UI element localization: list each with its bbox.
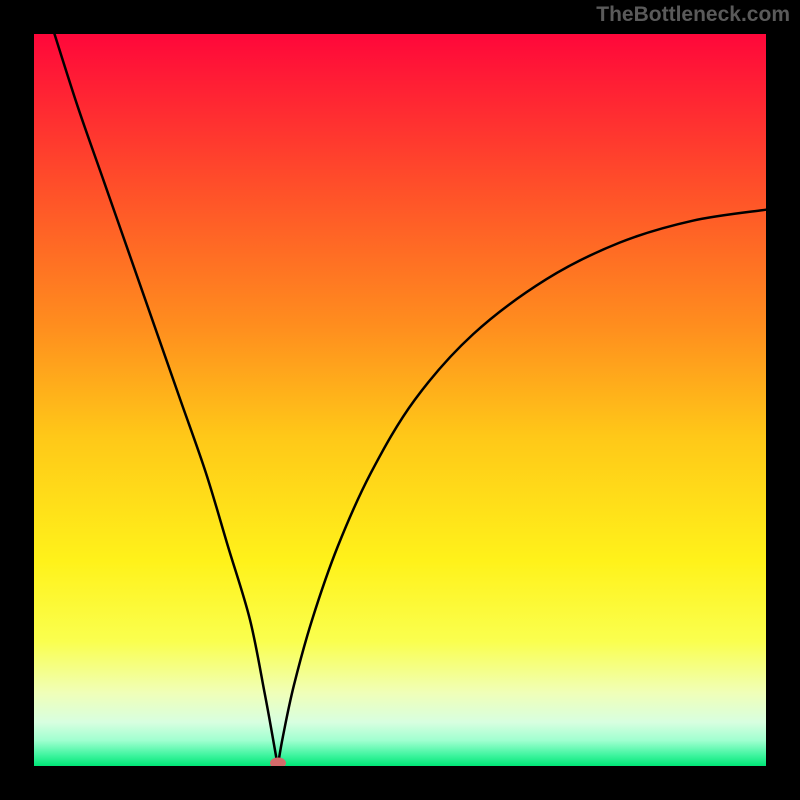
border-right — [766, 0, 800, 800]
chart-frame: TheBottleneck.com — [0, 0, 800, 800]
border-bottom — [0, 766, 800, 800]
plot-area — [34, 34, 766, 766]
border-left — [0, 0, 34, 800]
watermark-text: TheBottleneck.com — [596, 3, 790, 27]
